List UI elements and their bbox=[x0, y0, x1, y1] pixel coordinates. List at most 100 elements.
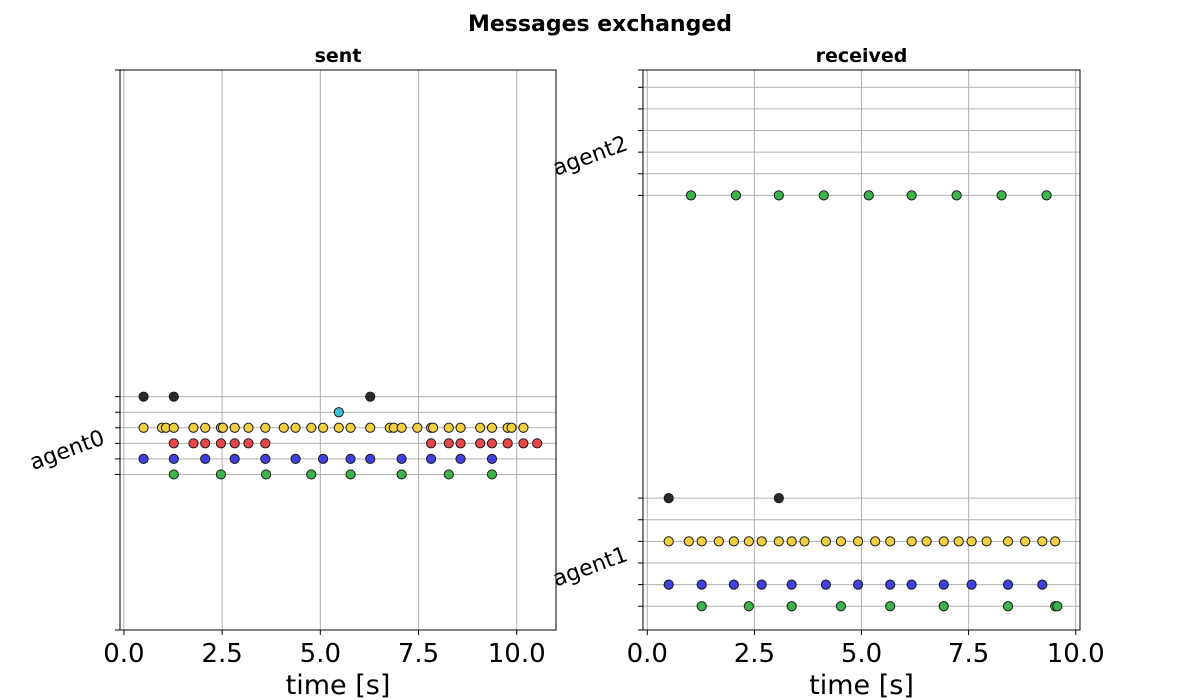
data-point bbox=[260, 422, 271, 433]
data-point bbox=[290, 422, 301, 433]
data-point bbox=[365, 391, 376, 402]
data-point bbox=[396, 469, 407, 480]
data-point bbox=[1020, 536, 1031, 547]
data-point bbox=[215, 438, 227, 449]
data-point bbox=[663, 536, 674, 547]
data-point bbox=[885, 536, 896, 547]
x-tick-label: 5.0 bbox=[841, 639, 882, 669]
data-point bbox=[938, 536, 949, 547]
data-point bbox=[306, 422, 317, 433]
x-tick-label: 5.0 bbox=[300, 639, 341, 669]
data-point bbox=[938, 601, 949, 612]
data-point bbox=[333, 407, 344, 418]
data-point bbox=[1041, 190, 1052, 201]
data-point bbox=[443, 438, 454, 449]
x-tick-label: 0.0 bbox=[627, 639, 668, 669]
data-point bbox=[260, 453, 271, 464]
data-point bbox=[138, 391, 149, 402]
data-point bbox=[455, 453, 466, 464]
data-point bbox=[532, 438, 543, 449]
data-point bbox=[168, 391, 179, 402]
data-point bbox=[885, 601, 896, 612]
x-axis-label: time [s] bbox=[286, 670, 391, 700]
sent-panel: 0.0 2.5 5.0 7.5 10.0 sent time [s] agent0 bbox=[27, 45, 557, 700]
data-point bbox=[1050, 536, 1061, 547]
received-panel: 0.0 2.5 5.0 7.5 10.0 received time [s] agent1 ag… bbox=[550, 45, 1105, 700]
group-label-agent0: agent0 bbox=[27, 426, 108, 476]
data-point bbox=[870, 536, 881, 547]
data-point bbox=[743, 601, 754, 612]
data-point bbox=[799, 536, 810, 547]
data-point bbox=[1002, 536, 1014, 547]
data-point bbox=[200, 422, 211, 433]
data-point bbox=[663, 579, 674, 590]
data-point bbox=[412, 422, 423, 433]
data-point bbox=[260, 438, 271, 449]
data-point bbox=[786, 536, 797, 547]
data-point bbox=[906, 536, 917, 547]
group-label-agent1: agent1 bbox=[550, 542, 631, 592]
data-point bbox=[951, 190, 962, 201]
data-point bbox=[278, 422, 289, 433]
data-point bbox=[188, 438, 199, 449]
x-tick-label: 2.5 bbox=[734, 639, 775, 669]
data-point bbox=[728, 536, 739, 547]
data-point bbox=[486, 469, 498, 480]
data-point bbox=[773, 190, 784, 201]
data-point bbox=[786, 601, 797, 612]
data-point bbox=[906, 190, 917, 201]
data-point bbox=[455, 438, 466, 449]
plot-frame bbox=[119, 69, 557, 631]
data-point bbox=[685, 190, 697, 201]
data-point bbox=[696, 579, 707, 590]
data-point bbox=[696, 601, 707, 612]
data-point bbox=[966, 536, 977, 547]
data-point bbox=[743, 536, 754, 547]
data-point bbox=[243, 422, 254, 433]
data-point bbox=[1052, 601, 1063, 612]
data-point bbox=[345, 422, 356, 433]
x-axis-label: time [s] bbox=[809, 670, 914, 700]
figure-title: Messages exchanged bbox=[468, 12, 732, 37]
data-point bbox=[818, 190, 829, 201]
data-point bbox=[835, 601, 847, 612]
data-point bbox=[455, 422, 466, 433]
data-point bbox=[168, 453, 179, 464]
data-point bbox=[786, 579, 797, 590]
data-point bbox=[290, 453, 301, 464]
data-point bbox=[229, 422, 240, 433]
data-point bbox=[317, 453, 329, 464]
data-point bbox=[475, 422, 486, 433]
data-point bbox=[921, 536, 932, 547]
data-point bbox=[502, 438, 513, 449]
data-point bbox=[820, 579, 832, 590]
x-tick-label: 7.5 bbox=[948, 639, 989, 669]
data-point bbox=[506, 422, 517, 433]
data-point bbox=[229, 453, 240, 464]
data-point bbox=[188, 422, 199, 433]
x-tick-label: 7.5 bbox=[398, 639, 439, 669]
data-point bbox=[138, 422, 149, 433]
data-point bbox=[217, 422, 229, 433]
panel-title: sent bbox=[315, 45, 362, 67]
data-point bbox=[333, 422, 344, 433]
data-point bbox=[243, 438, 254, 449]
data-point bbox=[345, 453, 356, 464]
data-point bbox=[425, 453, 437, 464]
x-tick-label: 0.0 bbox=[103, 639, 144, 669]
data-point bbox=[306, 469, 317, 480]
data-point bbox=[396, 422, 407, 433]
data-point bbox=[168, 422, 179, 433]
data-point bbox=[696, 536, 707, 547]
data-point bbox=[427, 422, 439, 433]
data-point bbox=[518, 422, 529, 433]
data-point bbox=[713, 536, 724, 547]
data-point bbox=[200, 438, 211, 449]
data-point bbox=[953, 536, 964, 547]
data-point bbox=[200, 453, 211, 464]
data-point bbox=[1002, 601, 1014, 612]
x-tick-label: 2.5 bbox=[201, 639, 242, 669]
data-point bbox=[1037, 536, 1048, 547]
data-point bbox=[885, 579, 896, 590]
